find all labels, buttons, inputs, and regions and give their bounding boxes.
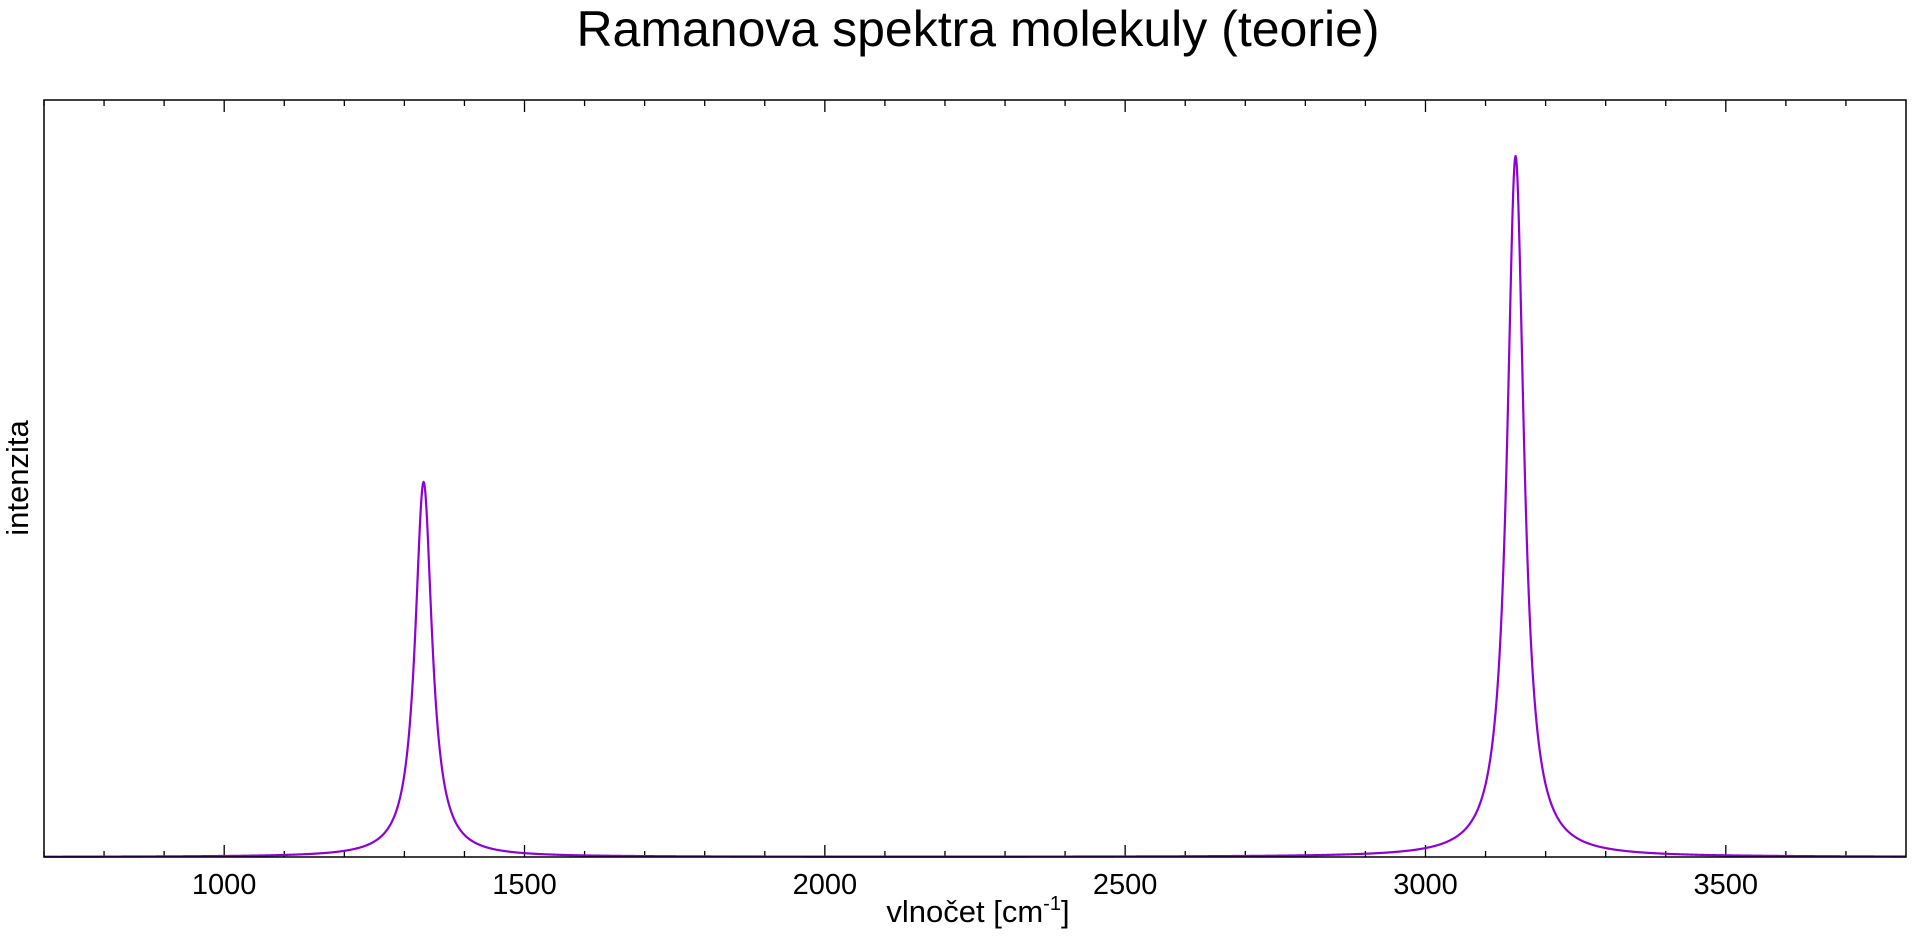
x-axis-ticks xyxy=(43,100,1847,857)
x-tick-label-2500: 2500 xyxy=(1093,869,1158,901)
x-tick-label-3500: 3500 xyxy=(1694,869,1759,901)
plot-area-frame xyxy=(43,99,1907,858)
x-tick-label-1500: 1500 xyxy=(492,869,557,901)
x-tick-label-3000: 3000 xyxy=(1393,869,1458,901)
x-tick-label-1000: 1000 xyxy=(192,869,257,901)
x-axis-tick-labels: 1000 1500 2000 2500 3000 3500 xyxy=(192,869,1758,901)
series-line xyxy=(43,154,1907,858)
x-axis-label-superscript: -1 xyxy=(1043,893,1061,915)
x-tick-label-2000: 2000 xyxy=(793,869,858,901)
x-axis-label-main: vlnočet [cm xyxy=(886,894,1043,929)
x-axis-label-tail: ] xyxy=(1061,894,1070,929)
y-axis-label: intenzita xyxy=(0,420,35,536)
chart-title: Ramanova spektra molekuly (teorie) xyxy=(576,1,1379,57)
x-axis-label: vlnočet [cm-1] xyxy=(886,893,1069,929)
